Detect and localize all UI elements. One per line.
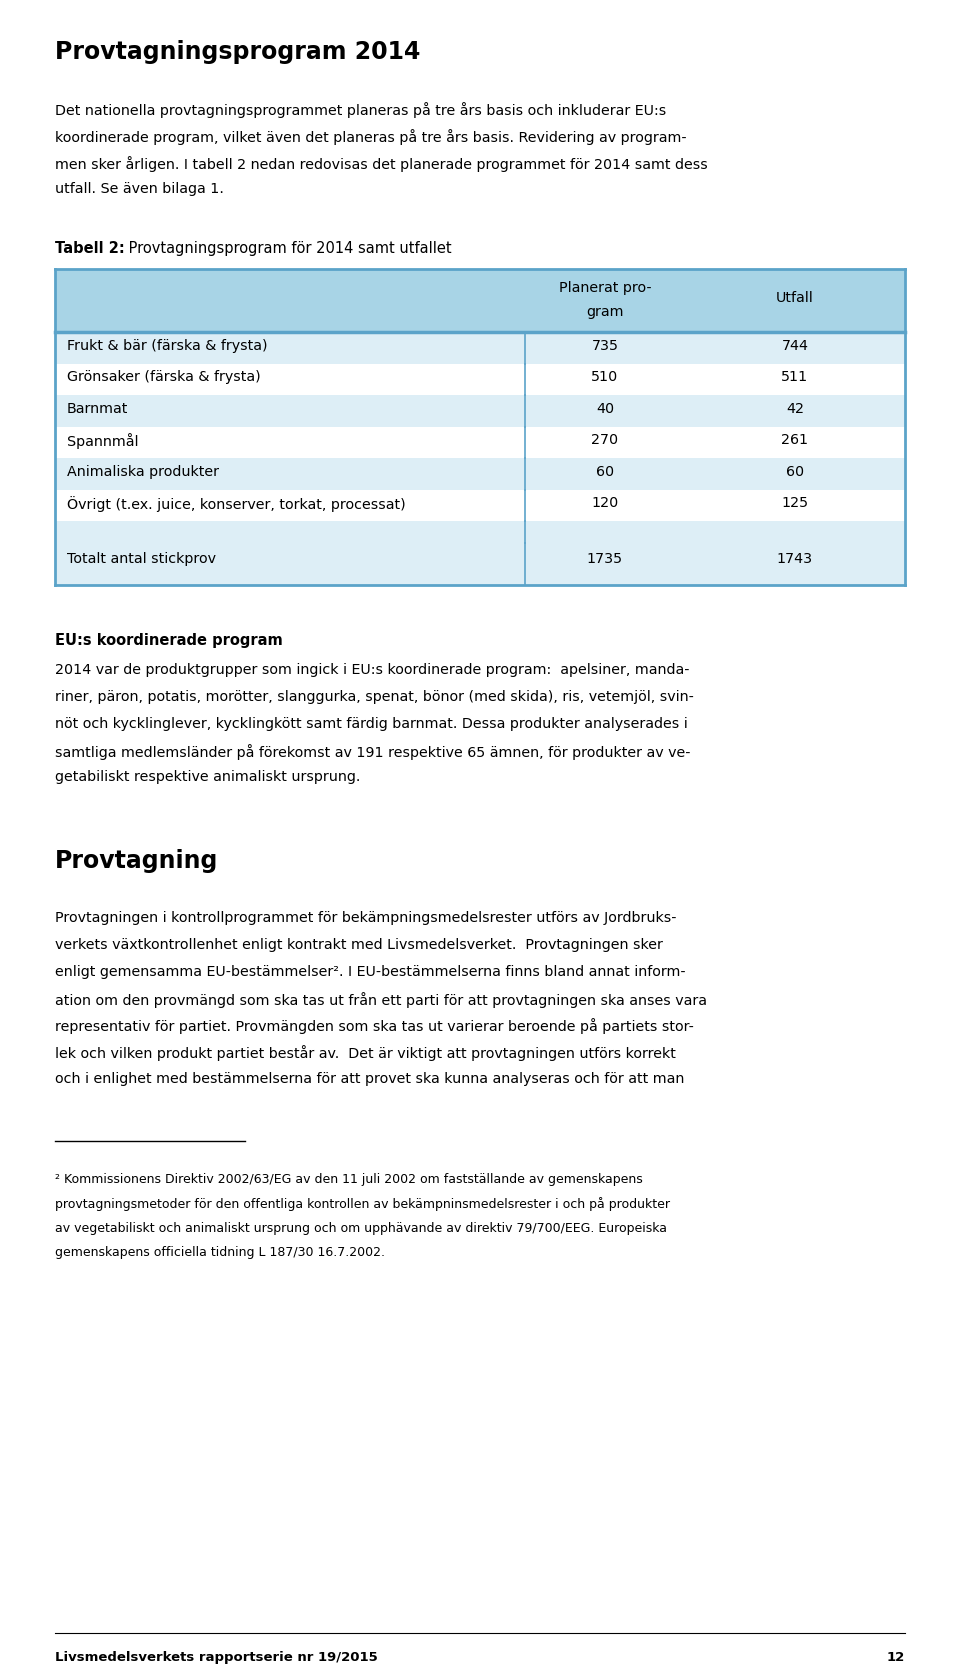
Text: Provtagningsprogram 2014: Provtagningsprogram 2014 xyxy=(55,40,420,63)
Text: 42: 42 xyxy=(786,401,804,416)
Text: gemenskapens officiella tidning L 187/30 16.7.2002.: gemenskapens officiella tidning L 187/30… xyxy=(55,1247,385,1260)
Text: riner, päron, potatis, morötter, slanggurka, spenat, bönor (med skida), ris, vet: riner, päron, potatis, morötter, slanggu… xyxy=(55,690,694,703)
FancyBboxPatch shape xyxy=(55,396,905,426)
Text: 270: 270 xyxy=(591,433,618,448)
Text: 60: 60 xyxy=(596,465,614,478)
Text: provtagningsmetoder för den offentliga kontrollen av bekämpninsmedelsrester i oc: provtagningsmetoder för den offentliga k… xyxy=(55,1198,670,1211)
Text: Utfall: Utfall xyxy=(776,291,814,306)
FancyBboxPatch shape xyxy=(55,490,905,521)
Text: 125: 125 xyxy=(781,496,808,510)
Text: verkets växtkontrollenhet enligt kontrakt med Livsmedelsverket.  Provtagningen s: verkets växtkontrollenhet enligt kontrak… xyxy=(55,937,662,952)
Text: EU:s koordinerade program: EU:s koordinerade program xyxy=(55,633,283,648)
Text: gram: gram xyxy=(587,306,624,319)
Text: getabiliskt respektive animaliskt ursprung.: getabiliskt respektive animaliskt urspru… xyxy=(55,770,360,784)
Text: 1743: 1743 xyxy=(777,551,813,566)
Text: Animaliska produkter: Animaliska produkter xyxy=(67,465,219,478)
FancyBboxPatch shape xyxy=(55,364,905,396)
FancyBboxPatch shape xyxy=(55,458,905,490)
Text: 2014 var de produktgrupper som ingick i EU:s koordinerade program:  apelsiner, m: 2014 var de produktgrupper som ingick i … xyxy=(55,663,689,677)
Text: Planerat pro-: Planerat pro- xyxy=(559,281,651,296)
Text: 735: 735 xyxy=(591,339,618,353)
Text: samtliga medlemsländer på förekomst av 191 respektive 65 ämnen, för produkter av: samtliga medlemsländer på förekomst av 1… xyxy=(55,744,690,760)
Text: Provtagningen i kontrollprogrammet för bekämpningsmedelsrester utförs av Jordbru: Provtagningen i kontrollprogrammet för b… xyxy=(55,911,677,926)
Text: Tabell 2:: Tabell 2: xyxy=(55,241,125,256)
Text: 744: 744 xyxy=(781,339,808,353)
Text: Provtagning: Provtagning xyxy=(55,849,218,874)
Text: 60: 60 xyxy=(786,465,804,478)
Text: 120: 120 xyxy=(591,496,618,510)
Text: 510: 510 xyxy=(591,371,618,384)
Text: Spannmål: Spannmål xyxy=(67,433,138,449)
Text: ation om den provmängd som ska tas ut från ett parti för att provtagningen ska a: ation om den provmängd som ska tas ut fr… xyxy=(55,991,707,1008)
Text: Frukt & bär (färska & frysta): Frukt & bär (färska & frysta) xyxy=(67,339,268,353)
Text: och i enlighet med bestämmelserna för att provet ska kunna analyseras och för at: och i enlighet med bestämmelserna för at… xyxy=(55,1073,684,1086)
FancyBboxPatch shape xyxy=(55,543,905,585)
Text: av vegetabiliskt och animaliskt ursprung och om upphävande av direktiv 79/700/EE: av vegetabiliskt och animaliskt ursprung… xyxy=(55,1222,667,1235)
FancyBboxPatch shape xyxy=(55,521,905,543)
Text: Totalt antal stickprov: Totalt antal stickprov xyxy=(67,551,216,566)
Text: enligt gemensamma EU-bestämmelser². I EU-bestämmelserna finns bland annat inform: enligt gemensamma EU-bestämmelser². I EU… xyxy=(55,964,685,979)
Text: Det nationella provtagningsprogrammet planeras på tre års basis och inkluderar E: Det nationella provtagningsprogrammet pl… xyxy=(55,102,666,119)
Text: 12: 12 xyxy=(887,1651,905,1664)
Text: utfall. Se även bilaga 1.: utfall. Se även bilaga 1. xyxy=(55,182,224,197)
Text: men sker årligen. I tabell 2 nedan redovisas det planerade programmet för 2014 s: men sker årligen. I tabell 2 nedan redov… xyxy=(55,155,708,172)
Text: Provtagningsprogram för 2014 samt utfallet: Provtagningsprogram för 2014 samt utfall… xyxy=(124,241,451,256)
Text: koordinerade program, vilket även det planeras på tre års basis. Revidering av p: koordinerade program, vilket även det pl… xyxy=(55,129,686,145)
Text: Livsmedelsverkets rapportserie nr 19/2015: Livsmedelsverkets rapportserie nr 19/201… xyxy=(55,1651,377,1664)
Text: 511: 511 xyxy=(781,371,808,384)
Text: 1735: 1735 xyxy=(587,551,623,566)
FancyBboxPatch shape xyxy=(55,426,905,458)
FancyBboxPatch shape xyxy=(55,333,905,364)
Text: representativ för partiet. Provmängden som ska tas ut varierar beroende på parti: representativ för partiet. Provmängden s… xyxy=(55,1018,694,1034)
Text: Övrigt (t.ex. juice, konserver, torkat, processat): Övrigt (t.ex. juice, konserver, torkat, … xyxy=(67,496,406,511)
Text: 40: 40 xyxy=(596,401,614,416)
Text: Grönsaker (färska & frysta): Grönsaker (färska & frysta) xyxy=(67,371,261,384)
Text: ² Kommissionens Direktiv 2002/63/EG av den 11 juli 2002 om fastställande av geme: ² Kommissionens Direktiv 2002/63/EG av d… xyxy=(55,1173,643,1186)
Text: nöt och kycklinglever, kycklingkött samt färdig barnmat. Dessa produkter analyse: nöt och kycklinglever, kycklingkött samt… xyxy=(55,717,687,730)
Text: lek och vilken produkt partiet består av.  Det är viktigt att provtagningen utfö: lek och vilken produkt partiet består av… xyxy=(55,1044,676,1061)
Text: Barnmat: Barnmat xyxy=(67,401,129,416)
Text: 261: 261 xyxy=(781,433,808,448)
FancyBboxPatch shape xyxy=(55,269,905,333)
